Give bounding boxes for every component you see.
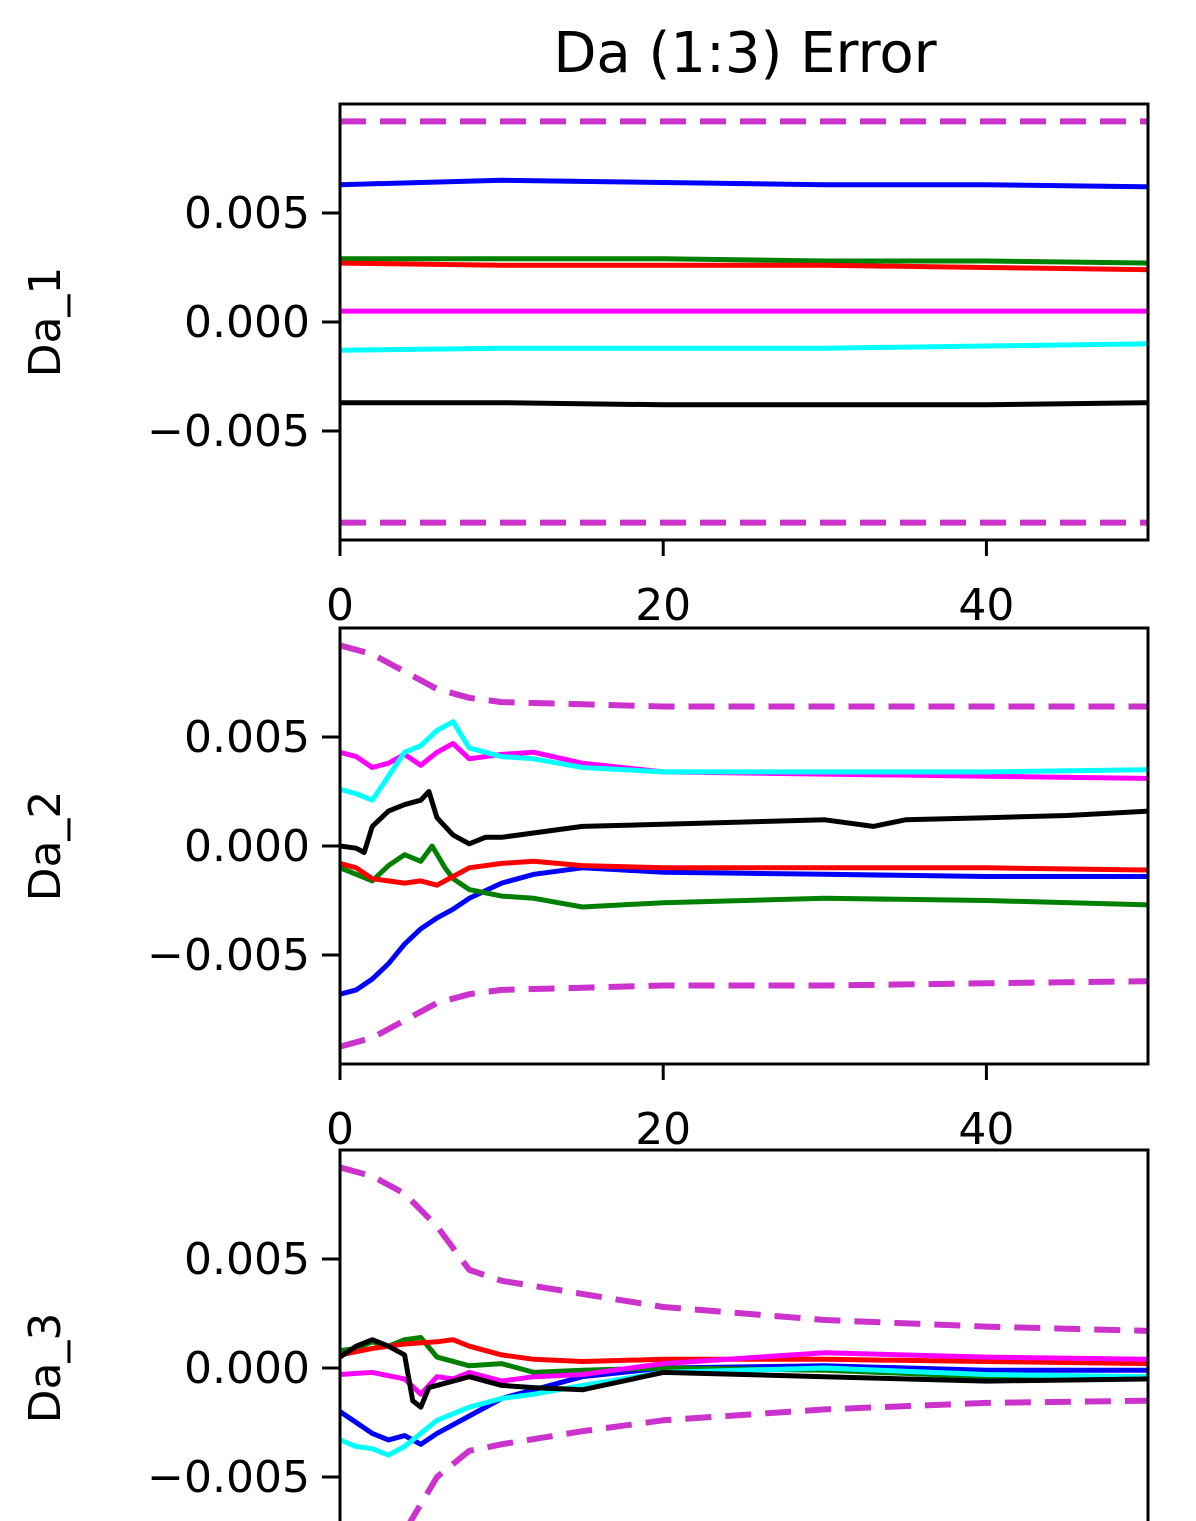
chart-title: Da (1:3) Error — [553, 21, 937, 86]
panel-1: 0.005 0.000 −0.005 0 20 40 Da_1 — [20, 102, 1150, 631]
y-tick-label: 0.005 — [184, 188, 310, 239]
y-tick-label: 0.000 — [184, 1343, 310, 1394]
y-axis-label: Da_1 — [20, 267, 71, 378]
series-line-cyan — [340, 341, 1148, 353]
series-line-black — [340, 789, 1148, 855]
plot-area — [340, 118, 1148, 526]
upper-bound-line — [340, 1164, 1148, 1334]
series-line-blue — [340, 1363, 1148, 1447]
series-line-red — [340, 858, 1148, 888]
y-tick-label: −0.005 — [147, 406, 310, 457]
y-tick-label: 0.005 — [184, 712, 310, 763]
series-line-blue — [340, 177, 1148, 190]
y-tick-label: −0.005 — [147, 1452, 310, 1503]
lower-bound-line — [407, 1397, 1148, 1521]
series-line-black — [340, 1337, 1148, 1410]
y-tick-label: 0.005 — [184, 1234, 310, 1285]
x-tick-label: 0 — [326, 1104, 354, 1155]
upper-bound-line — [340, 642, 1148, 710]
x-tick-label: 40 — [958, 580, 1014, 631]
panel-3: 0.005 0.000 −0.005 Da_3 — [20, 1148, 1150, 1521]
x-tick-label: 20 — [635, 580, 691, 631]
panel-2: 0.005 0.000 −0.005 0 20 40 Da_2 — [20, 626, 1150, 1155]
series-line-black — [340, 400, 1148, 408]
series-line-blue — [340, 865, 1148, 997]
series-line-red — [340, 260, 1148, 273]
series-line-cyan — [340, 1365, 1148, 1458]
y-axis-label: Da_3 — [20, 1313, 71, 1424]
y-tick-label: −0.005 — [147, 930, 310, 981]
y-tick-label: 0.000 — [184, 821, 310, 872]
series-line-red — [340, 1337, 1148, 1367]
x-tick-label: 20 — [635, 1104, 691, 1155]
series-line-green — [340, 256, 1148, 266]
x-tick-label: 0 — [326, 580, 354, 631]
plot-frame — [338, 102, 1150, 542]
series-line-cyan — [340, 719, 1148, 803]
plot-area — [340, 1164, 1148, 1521]
plot-area — [340, 642, 1148, 1050]
y-tick-label: 0.000 — [184, 297, 310, 348]
plot-frame — [338, 1148, 1150, 1521]
x-tick-label: 40 — [958, 1104, 1014, 1155]
lower-bound-line — [340, 978, 1148, 1050]
y-axis-label: Da_2 — [20, 791, 71, 902]
